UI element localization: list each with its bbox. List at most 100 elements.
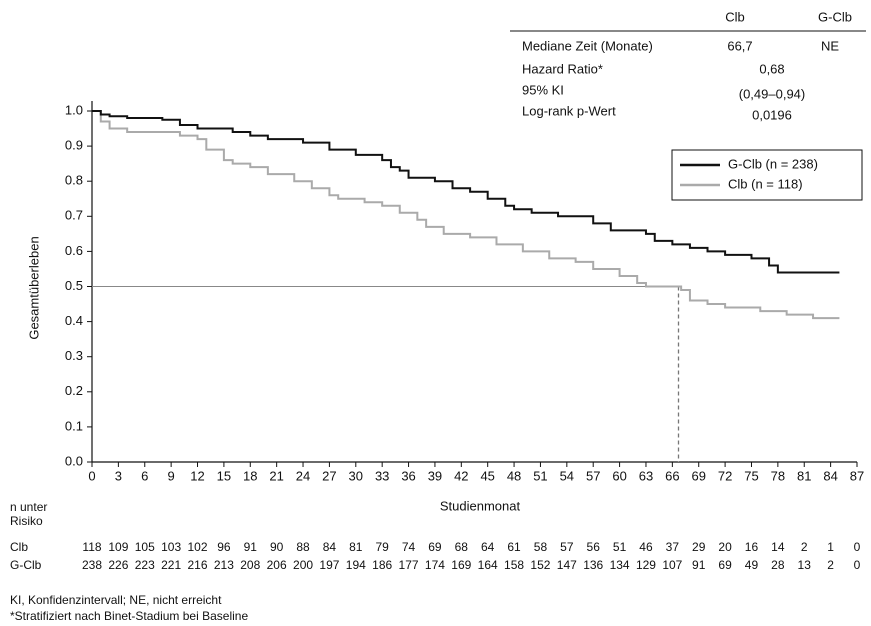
risk-value: 91 [692, 558, 706, 572]
risk-value: 37 [666, 540, 680, 554]
footnote: *Stratifiziert nach Binet-Stadium bei Ba… [10, 609, 248, 623]
risk-value: 56 [587, 540, 601, 554]
legend-label: Clb (n = 118) [728, 176, 803, 191]
x-tick-label: 24 [296, 468, 310, 483]
risk-value: 206 [267, 558, 287, 572]
risk-value: 90 [270, 540, 284, 554]
risk-value: 68 [455, 540, 469, 554]
risk-value: 200 [293, 558, 313, 572]
risk-value: 102 [188, 540, 208, 554]
risk-value: 158 [504, 558, 524, 572]
risk-row-label: G-Clb [10, 558, 42, 572]
risk-value: 84 [323, 540, 337, 554]
x-tick-label: 60 [612, 468, 626, 483]
risk-value: 164 [478, 558, 498, 572]
risk-value: 1 [827, 540, 834, 554]
risk-value: 194 [346, 558, 366, 572]
x-tick-label: 27 [322, 468, 336, 483]
risk-value: 169 [451, 558, 471, 572]
risk-value: 28 [771, 558, 785, 572]
risk-value: 129 [636, 558, 656, 572]
risk-value: 57 [560, 540, 574, 554]
x-tick-label: 66 [665, 468, 679, 483]
x-tick-label: 30 [349, 468, 363, 483]
risk-value: 109 [108, 540, 128, 554]
x-tick-label: 57 [586, 468, 600, 483]
x-tick-label: 18 [243, 468, 257, 483]
risk-value: 49 [745, 558, 759, 572]
risk-value: 13 [798, 558, 812, 572]
table-label: Mediane Zeit (Monate) [522, 38, 653, 53]
risk-value: 216 [188, 558, 208, 572]
table-label: Hazard Ratio* [522, 61, 603, 76]
y-tick-label: 0.6 [65, 243, 83, 258]
x-tick-label: 78 [771, 468, 785, 483]
table-label: Log-rank p-Wert [522, 103, 616, 118]
x-tick-label: 3 [115, 468, 122, 483]
risk-value: 29 [692, 540, 706, 554]
risk-value: 2 [827, 558, 834, 572]
risk-value: 152 [530, 558, 550, 572]
table-value: (0,49–0,94) [739, 86, 806, 101]
y-tick-label: 0.5 [65, 278, 83, 293]
risk-value: 238 [82, 558, 102, 572]
y-tick-label: 0.0 [65, 453, 83, 468]
table-value: 0,0196 [752, 107, 792, 122]
risk-value: 105 [135, 540, 155, 554]
legend-label: G-Clb (n = 238) [728, 156, 818, 171]
x-tick-label: 12 [190, 468, 204, 483]
y-tick-label: 0.1 [65, 418, 83, 433]
x-tick-label: 87 [850, 468, 864, 483]
risk-value: 147 [557, 558, 577, 572]
table-value: 66,7 [727, 38, 752, 53]
footnote: KI, Konfidenzintervall; NE, nicht erreic… [10, 593, 222, 607]
table-value: 0,68 [759, 61, 784, 76]
table-header: G-Clb [818, 9, 852, 24]
y-tick-label: 0.4 [65, 313, 83, 328]
y-axis-label: Gesamtüberleben [26, 236, 41, 339]
risk-value: 96 [217, 540, 231, 554]
x-tick-label: 36 [401, 468, 415, 483]
table-value: NE [821, 38, 839, 53]
y-tick-label: 0.9 [65, 138, 83, 153]
risk-value: 69 [718, 558, 732, 572]
risk-value: 186 [372, 558, 392, 572]
x-tick-label: 69 [691, 468, 705, 483]
risk-label: Risiko [10, 514, 43, 528]
risk-value: 46 [639, 540, 653, 554]
table-header: Clb [725, 9, 745, 24]
survival-curve [92, 110, 840, 320]
risk-value: 0 [854, 558, 861, 572]
risk-value: 64 [481, 540, 495, 554]
risk-value: 69 [428, 540, 442, 554]
x-tick-label: 39 [428, 468, 442, 483]
risk-value: 118 [82, 540, 101, 554]
risk-value: 197 [319, 558, 339, 572]
x-axis-label: Studienmonat [440, 498, 521, 513]
x-tick-label: 33 [375, 468, 389, 483]
risk-value: 136 [583, 558, 603, 572]
legend-box [671, 149, 863, 201]
x-tick-label: 9 [168, 468, 175, 483]
y-tick-label: 1.0 [65, 102, 83, 117]
risk-value: 58 [534, 540, 548, 554]
risk-value: 81 [349, 540, 363, 554]
x-tick-label: 15 [217, 468, 231, 483]
risk-value: 0 [854, 540, 861, 554]
survival-curve [92, 110, 840, 274]
risk-value: 221 [161, 558, 181, 572]
risk-label: n unter [10, 500, 47, 514]
x-tick-label: 63 [639, 468, 653, 483]
table-label: 95% KI [522, 82, 564, 97]
risk-value: 14 [771, 540, 785, 554]
x-tick-label: 21 [269, 468, 283, 483]
risk-value: 213 [214, 558, 234, 572]
risk-value: 103 [161, 540, 181, 554]
x-tick-label: 48 [507, 468, 521, 483]
risk-value: 107 [662, 558, 682, 572]
x-tick-label: 42 [454, 468, 468, 483]
risk-value: 51 [613, 540, 627, 554]
y-tick-label: 0.8 [65, 173, 83, 188]
risk-value: 223 [135, 558, 155, 572]
